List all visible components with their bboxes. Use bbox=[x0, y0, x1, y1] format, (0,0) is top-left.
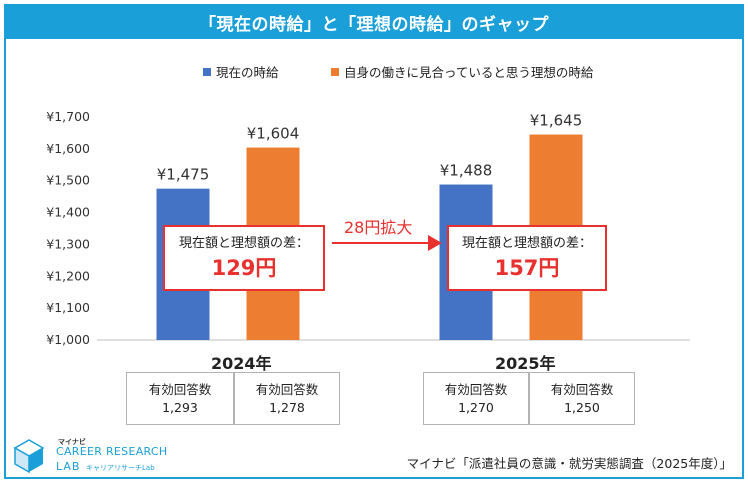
chart-frame: 「現在の時給」と「理想の時給」のギャップ bbox=[4, 4, 744, 479]
sample-size-value: 1,278 bbox=[269, 399, 305, 415]
y-tick-label: ¥1,100 bbox=[46, 300, 90, 315]
sample-size-value: 1,270 bbox=[458, 399, 494, 415]
gap-callout-value: 129円 bbox=[211, 256, 277, 280]
y-tick-label: ¥1,500 bbox=[46, 173, 90, 188]
cube-logo-icon bbox=[13, 439, 45, 474]
gap-callout-label: 現在額と理想額の差： bbox=[461, 236, 592, 251]
bar-value-label: ¥1,475 bbox=[157, 166, 210, 184]
y-tick-label: ¥1,300 bbox=[46, 236, 90, 251]
legend-item-current: 現在の時給 bbox=[203, 62, 279, 81]
logo-top-text: マイナビ bbox=[58, 438, 86, 446]
logo-lab-text: LAB bbox=[56, 460, 81, 473]
year-label-2024: 2024年 bbox=[211, 354, 272, 373]
growth-label: 28円拡大 bbox=[344, 218, 413, 237]
sample-size-label: 有効回答数 bbox=[148, 381, 212, 397]
sample-size-value: 1,293 bbox=[162, 399, 198, 415]
legend-label-ideal: 自身の働きに見合っていると思う理想の時給 bbox=[344, 65, 594, 80]
sample-size-label: 有効回答数 bbox=[255, 381, 319, 397]
sample-size-value: 1,250 bbox=[564, 399, 600, 415]
y-tick-label: ¥1,200 bbox=[46, 268, 90, 283]
legend-swatch-ideal bbox=[331, 67, 339, 76]
sample-size-box: 有効回答数 1,278 bbox=[234, 372, 340, 425]
bar-value-label: ¥1,488 bbox=[440, 162, 493, 180]
sample-size-box: 有効回答数 1,270 bbox=[423, 372, 529, 425]
legend-item-ideal: 自身の働きに見合っていると思う理想の時給 bbox=[331, 62, 593, 81]
bar-value-label: ¥1,604 bbox=[247, 125, 300, 143]
logo-main-text: CAREER RESEARCH bbox=[56, 445, 168, 458]
sample-size-box: 有効回答数 1,250 bbox=[529, 372, 635, 425]
gap-callout-2024: 現在額と理想額の差： 129円 bbox=[163, 225, 325, 291]
gap-callout-value: 157円 bbox=[494, 256, 560, 280]
legend-swatch-current bbox=[203, 67, 211, 76]
year-label-2025: 2025年 bbox=[495, 354, 556, 373]
sample-size-label: 有効回答数 bbox=[444, 381, 508, 397]
career-research-lab-logo: マイナビ CAREER RESEARCH LAB キャリアリサーチLab bbox=[12, 437, 202, 477]
legend-label-current: 現在の時給 bbox=[216, 65, 279, 80]
chart-title: 「現在の時給」と「理想の時給」のギャップ bbox=[6, 6, 742, 39]
logo-sub-text: キャリアリサーチLab bbox=[86, 464, 155, 472]
y-tick-label: ¥1,000 bbox=[46, 332, 90, 347]
sample-size-box: 有効回答数 1,293 bbox=[126, 372, 234, 425]
bar-value-label: ¥1,645 bbox=[530, 112, 583, 130]
gap-callout-2025: 現在額と理想額の差： 157円 bbox=[447, 225, 607, 291]
y-tick-label: ¥1,400 bbox=[46, 205, 90, 220]
source-note: マイナビ「派遣社員の意識・就労実態調査（2025年度）」 bbox=[406, 456, 732, 471]
y-tick-label: ¥1,700 bbox=[46, 109, 90, 124]
gap-callout-label: 現在額と理想額の差： bbox=[178, 236, 309, 251]
sample-size-label: 有効回答数 bbox=[550, 381, 614, 397]
y-tick-label: ¥1,600 bbox=[46, 141, 90, 156]
